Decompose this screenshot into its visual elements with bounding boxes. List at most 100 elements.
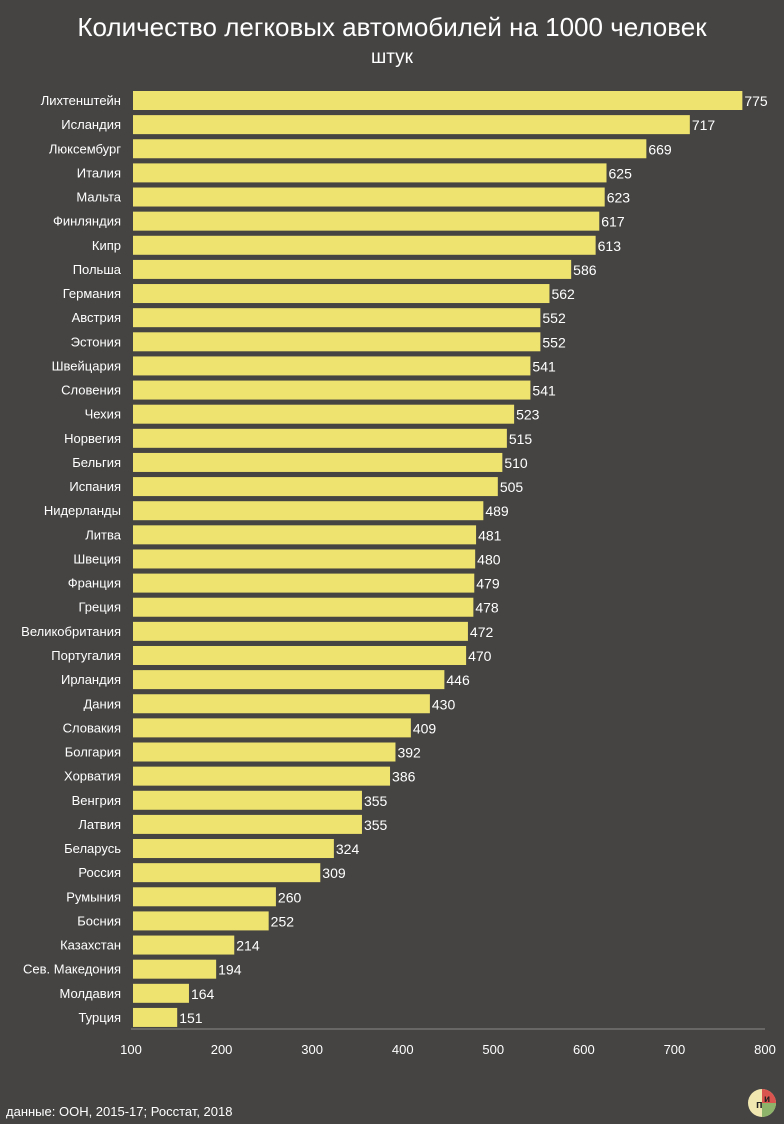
- x-tick-label: 700: [664, 1042, 686, 1057]
- value-label: 505: [500, 479, 524, 495]
- bar: [133, 163, 607, 183]
- bar: [133, 211, 600, 231]
- value-label: 586: [573, 262, 597, 278]
- category-label: Сев. Македония: [23, 962, 121, 977]
- category-label: Турция: [78, 1010, 121, 1025]
- value-label: 214: [236, 938, 260, 954]
- bar: [133, 428, 507, 448]
- bar: [133, 284, 550, 304]
- value-label: 541: [532, 383, 556, 399]
- bar: [133, 718, 411, 738]
- value-label: 472: [470, 624, 494, 640]
- bar: [133, 380, 531, 400]
- value-label: 252: [271, 913, 295, 929]
- bar: [133, 645, 467, 665]
- x-tick-label: 100: [120, 1042, 142, 1057]
- bar: [133, 452, 503, 472]
- bar: [133, 525, 477, 545]
- source-note: данные: ООН, 2015-17; Росстат, 2018: [6, 1104, 233, 1119]
- value-label: 409: [413, 720, 437, 736]
- value-label: 355: [364, 817, 388, 833]
- bar: [133, 477, 498, 497]
- bar: [133, 235, 596, 255]
- bar: [133, 621, 468, 641]
- value-label: 489: [485, 503, 509, 519]
- value-label: 552: [542, 310, 566, 326]
- value-label: 481: [478, 527, 502, 543]
- value-label: 355: [364, 793, 388, 809]
- category-label: Молдавия: [59, 986, 121, 1001]
- value-label: 515: [509, 431, 533, 447]
- value-label: 717: [692, 117, 716, 133]
- bar: [133, 863, 321, 883]
- category-label: Чехия: [85, 407, 121, 422]
- category-label: Дания: [83, 696, 121, 711]
- bar: [133, 766, 391, 786]
- bar: [133, 356, 531, 376]
- x-tick-label: 200: [211, 1042, 233, 1057]
- bar: [133, 694, 430, 714]
- bar: [133, 332, 541, 352]
- bar: [133, 501, 484, 521]
- value-label: 617: [601, 214, 625, 230]
- category-label: Франция: [68, 576, 121, 591]
- value-label: 775: [744, 93, 768, 109]
- x-tick-label: 800: [754, 1042, 776, 1057]
- chart-title: Количество легковых автомобилей на 1000 …: [77, 12, 707, 42]
- category-label: Австрия: [72, 310, 121, 325]
- bar: [133, 911, 269, 931]
- value-label: 386: [392, 769, 416, 785]
- value-label: 623: [607, 190, 631, 206]
- x-tick-label: 400: [392, 1042, 414, 1057]
- x-tick-label: 600: [573, 1042, 595, 1057]
- value-label: 430: [432, 696, 456, 712]
- category-label: Финляндия: [53, 214, 121, 229]
- category-label: Эстония: [71, 334, 121, 349]
- bar: [133, 573, 475, 593]
- value-label: 446: [446, 672, 470, 688]
- bar: [133, 549, 476, 569]
- category-label: Швеция: [73, 551, 121, 566]
- value-label: 562: [551, 286, 575, 302]
- bar: [133, 1007, 178, 1027]
- x-tick-label: 300: [301, 1042, 323, 1057]
- value-label: 541: [532, 358, 556, 374]
- value-label: 478: [475, 600, 499, 616]
- svg-text:и: и: [764, 1094, 770, 1105]
- category-label: Мальта: [76, 190, 121, 205]
- bar: [133, 91, 743, 110]
- bar: [133, 887, 276, 907]
- category-label: Португалия: [51, 648, 121, 663]
- value-label: 613: [598, 238, 622, 254]
- category-label: Германия: [63, 286, 121, 301]
- value-label: 309: [322, 865, 346, 881]
- bar: [133, 139, 647, 159]
- category-label: Беларусь: [64, 841, 121, 856]
- category-label: Болгария: [65, 745, 121, 760]
- bar: [133, 670, 445, 690]
- category-label: Италия: [77, 165, 121, 180]
- category-label: Словакия: [63, 720, 121, 735]
- value-label: 523: [516, 407, 540, 423]
- bar: [133, 404, 515, 424]
- svg-text:п: п: [756, 1099, 763, 1111]
- category-label: Исландия: [61, 117, 121, 132]
- bar: [133, 259, 572, 279]
- value-label: 260: [278, 889, 302, 905]
- value-label: 392: [397, 745, 421, 761]
- bar: [133, 597, 474, 617]
- bar: [133, 115, 690, 135]
- bar: [133, 742, 396, 762]
- value-label: 552: [542, 334, 566, 350]
- category-label: Казахстан: [60, 938, 121, 953]
- category-label: Швейцария: [52, 358, 121, 373]
- bar: [133, 308, 541, 328]
- category-label: Испания: [69, 479, 121, 494]
- bar: [133, 983, 189, 1003]
- category-label: Греция: [78, 600, 121, 615]
- bar: [133, 959, 217, 979]
- category-label: Латвия: [78, 817, 121, 832]
- value-label: 470: [468, 648, 492, 664]
- bar: [133, 814, 362, 834]
